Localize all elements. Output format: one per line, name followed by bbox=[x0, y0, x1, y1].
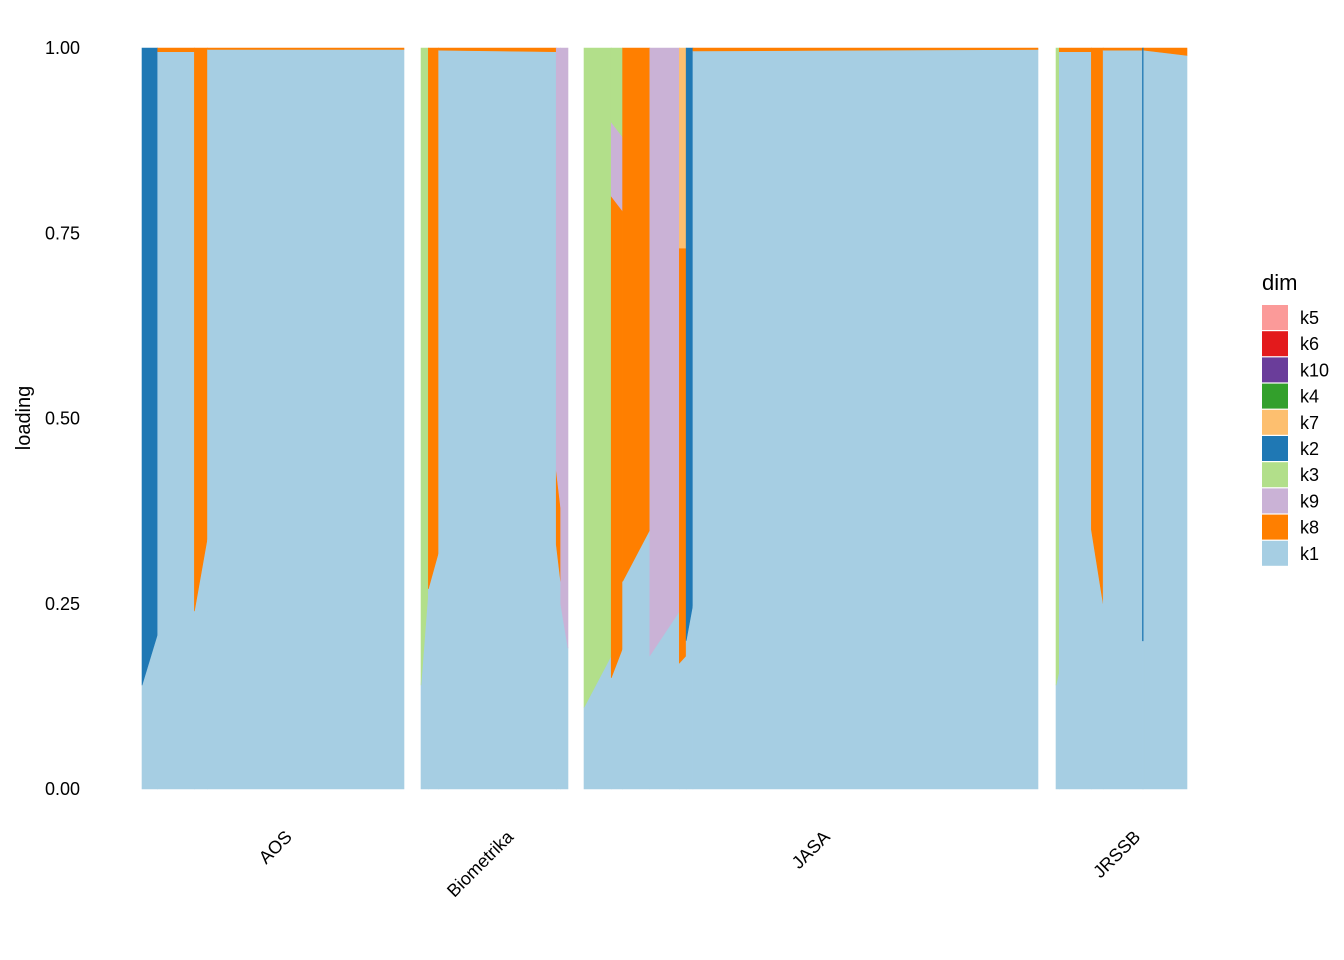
band-jrssb-5-k1 bbox=[1143, 49, 1188, 790]
legend-swatch-k1 bbox=[1262, 540, 1288, 566]
legend-swatch-k2 bbox=[1262, 436, 1288, 461]
x-tick-label-jasa: JASA bbox=[788, 827, 834, 873]
legend-label-k5: k5 bbox=[1300, 308, 1319, 328]
y-tick-label: 0.75 bbox=[45, 223, 80, 243]
legend: dim k5 k6 k10 k4 k7 k2 k3 k9 k8 k1 bbox=[1262, 270, 1329, 566]
legend-label-k4: k4 bbox=[1300, 387, 1319, 407]
facet-aos bbox=[141, 47, 405, 790]
band-aos-3-k8 bbox=[207, 47, 405, 50]
band-jrssb-2-k8 bbox=[1091, 47, 1104, 604]
legend-swatch-k3 bbox=[1262, 462, 1288, 488]
band-jasa-4-k1 bbox=[679, 654, 687, 790]
legend-label-k6: k6 bbox=[1300, 334, 1319, 354]
band-jasa-0-k3 bbox=[583, 47, 612, 708]
band-aos-2-k8 bbox=[194, 47, 208, 612]
legend-label-k3: k3 bbox=[1300, 465, 1319, 485]
facet-jrssb bbox=[1055, 47, 1188, 790]
band-jasa-2-k8 bbox=[622, 47, 651, 582]
band-jrssb-3-k1 bbox=[1102, 49, 1143, 790]
band-biometrika-0-k3 bbox=[420, 47, 429, 686]
band-jasa-1-k8 bbox=[610, 195, 623, 678]
band-biometrika-3-k1 bbox=[555, 544, 561, 790]
band-jasa-1-k9 bbox=[610, 121, 623, 212]
y-tick-label: 0.50 bbox=[45, 409, 80, 429]
legend-swatch-k4 bbox=[1262, 383, 1288, 409]
legend-label-k1: k1 bbox=[1300, 544, 1319, 564]
facet-jasa bbox=[583, 47, 1039, 790]
x-axis: AOS Biometrika JASA JRSSB bbox=[255, 826, 1145, 901]
band-biometrika-1-k1 bbox=[428, 551, 439, 790]
legend-swatch-k6 bbox=[1262, 331, 1288, 357]
band-jrssb-0-k1 bbox=[1055, 670, 1060, 790]
y-tick-label: 1.00 bbox=[45, 38, 80, 58]
band-jasa-3-k9 bbox=[649, 47, 680, 657]
band-aos-0-k2 bbox=[141, 47, 159, 686]
legend-swatch-k5 bbox=[1262, 305, 1288, 330]
band-jasa-6-k8 bbox=[692, 47, 1039, 52]
band-jrssb-1-k8 bbox=[1058, 47, 1092, 53]
band-biometrika-4-k9 bbox=[560, 47, 569, 649]
x-tick-label-jrssb: JRSSB bbox=[1089, 827, 1144, 882]
y-tick-label: 0.00 bbox=[45, 779, 80, 799]
band-jasa-1-k3 bbox=[610, 47, 623, 138]
band-jrssb-3-k8 bbox=[1102, 47, 1143, 51]
band-biometrika-2-k1 bbox=[438, 49, 557, 790]
band-aos-1-k8 bbox=[157, 47, 195, 53]
legend-swatch-k7 bbox=[1262, 409, 1288, 435]
facet-biometrika bbox=[420, 47, 569, 790]
band-biometrika-1-k8 bbox=[428, 47, 439, 590]
band-aos-1-k1 bbox=[157, 51, 195, 790]
x-tick-label-biometrika: Biometrika bbox=[443, 826, 518, 901]
plot-area bbox=[141, 47, 1188, 790]
band-jrssb-5-k8 bbox=[1143, 47, 1188, 56]
legend-label-k10: k10 bbox=[1300, 360, 1329, 380]
band-biometrika-3-k9 bbox=[555, 47, 561, 508]
band-aos-3-k1 bbox=[207, 49, 405, 790]
legend-swatch-k8 bbox=[1262, 514, 1288, 540]
legend-swatch-k9 bbox=[1262, 488, 1288, 514]
legend-title: dim bbox=[1262, 270, 1297, 295]
band-jasa-4-k8 bbox=[679, 247, 687, 664]
y-axis: 0.00 0.25 0.50 0.75 1.00 bbox=[45, 38, 80, 799]
band-jasa-4-k7 bbox=[679, 47, 687, 249]
legend-label-k8: k8 bbox=[1300, 518, 1319, 538]
y-axis-title: loading bbox=[13, 386, 35, 451]
legend-swatch-k10 bbox=[1262, 357, 1288, 383]
band-jrssb-1-k1 bbox=[1058, 51, 1092, 790]
band-jasa-5-k2 bbox=[685, 47, 694, 641]
legend-label-k7: k7 bbox=[1300, 413, 1319, 433]
y-tick-label: 0.25 bbox=[45, 594, 80, 614]
legend-label-k2: k2 bbox=[1300, 439, 1319, 459]
band-jrssb-0-k3 bbox=[1055, 47, 1060, 686]
band-jasa-6-k1 bbox=[692, 49, 1039, 790]
x-tick-label-aos: AOS bbox=[255, 827, 296, 868]
legend-label-k9: k9 bbox=[1300, 491, 1319, 511]
